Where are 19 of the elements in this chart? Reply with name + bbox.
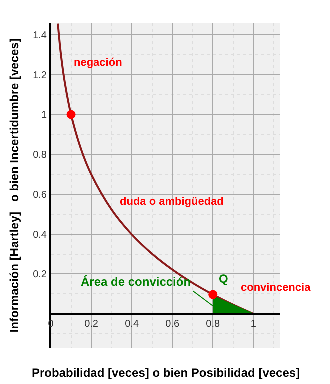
y-axis-title: Información [Hartley] o bien Incertidumbre [veces] [8,38,22,333]
x-tick-label: 0.6 [166,319,180,330]
y-tick-label: 0.6 [33,190,48,201]
x-tick-label: 0.2 [84,319,99,330]
annotation: Q [219,272,228,286]
y-tick-label: 0.8 [33,150,48,162]
annotation: duda o ambigüedad [120,196,224,208]
y-tick-label: 0.2 [33,270,48,281]
x-axis-title: Probabilidad [veces] o bien Posibilidad [veces] [32,366,300,380]
x-tick-label: 0.8 [206,319,221,330]
annotation: Área de convicción [81,275,192,289]
annotation: convincencia [241,282,312,294]
annotation: negación [74,57,123,69]
x-tick-label: 0.4 [125,319,140,330]
y-tick-label: 0.4 [33,230,48,241]
x-tick-label: 1 [250,319,257,330]
y-tick-label: 1.2 [33,70,48,82]
y-tick-label: 1.4 [33,30,48,42]
y-tick-label: 1 [41,110,48,122]
